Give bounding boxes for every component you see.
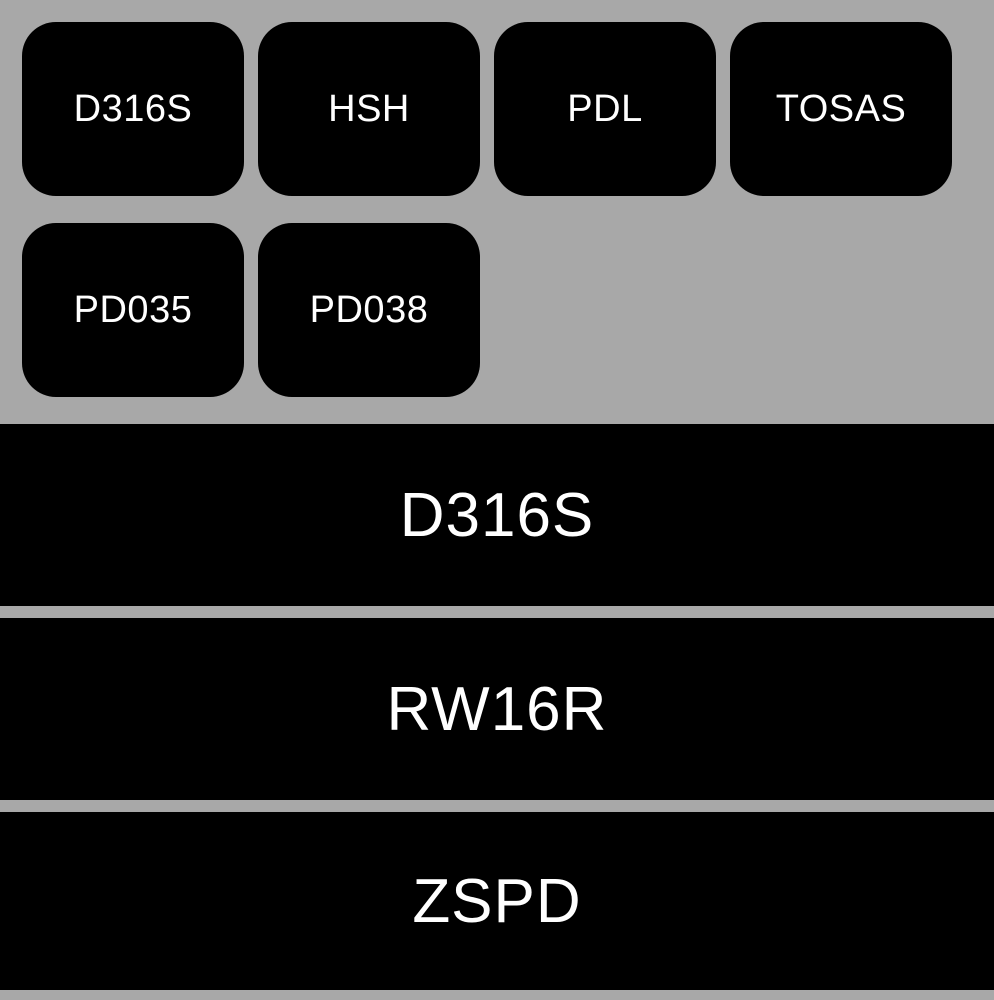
waypoint-button-pdl[interactable]: PDL xyxy=(494,22,716,196)
waypoint-button-pd035[interactable]: PD035 xyxy=(22,223,244,397)
waypoint-button-label: PDL xyxy=(567,88,642,131)
waypoint-grid-panel: D316S HSH PDL TOSAS PD035 PD038 xyxy=(0,0,994,424)
waypoint-button-pd038[interactable]: PD038 xyxy=(258,223,480,397)
waypoint-button-label: D316S xyxy=(74,88,193,131)
info-bar-runway[interactable]: RW16R xyxy=(0,618,994,800)
info-bar-waypoint[interactable]: D316S xyxy=(0,424,994,606)
waypoint-button-label: PD038 xyxy=(310,289,429,332)
info-bar-label: RW16R xyxy=(387,674,608,745)
info-bars-panel: D316S RW16R ZSPD xyxy=(0,424,994,990)
waypoint-button-label: TOSAS xyxy=(776,88,907,131)
waypoint-button-tosas[interactable]: TOSAS xyxy=(730,22,952,196)
waypoint-button-hsh[interactable]: HSH xyxy=(258,22,480,196)
info-bar-label: D316S xyxy=(400,480,595,551)
waypoint-button-label: PD035 xyxy=(74,289,193,332)
waypoint-button-label: HSH xyxy=(328,88,410,131)
info-bar-airport[interactable]: ZSPD xyxy=(0,812,994,990)
info-bar-label: ZSPD xyxy=(412,866,581,937)
waypoint-button-d316s[interactable]: D316S xyxy=(22,22,244,196)
